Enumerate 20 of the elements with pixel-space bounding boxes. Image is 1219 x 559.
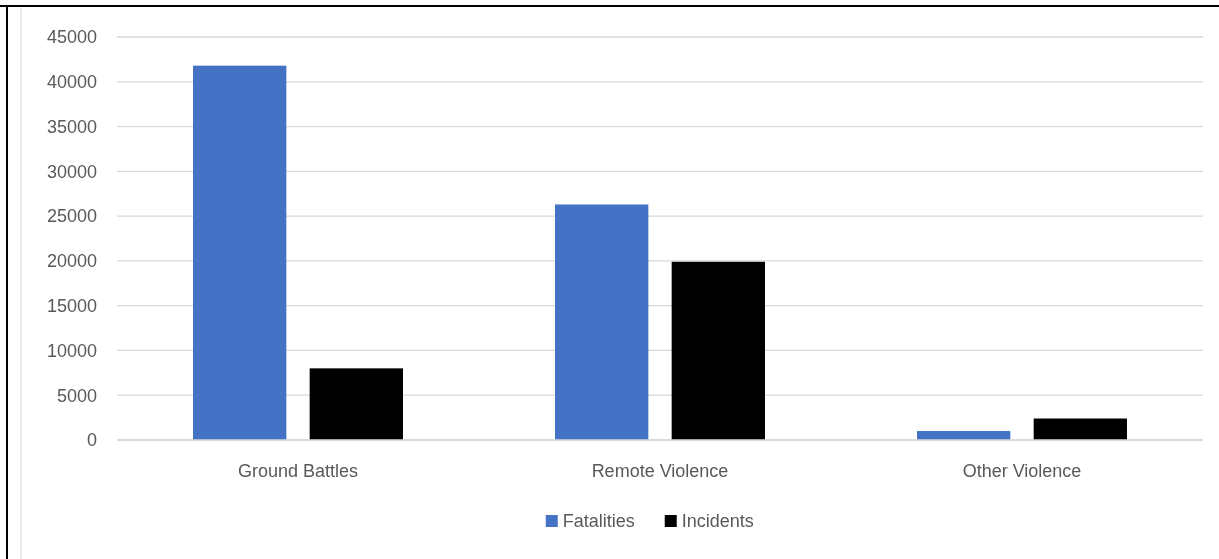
bar [309,368,403,440]
y-tick-label: 25000 [46,206,97,227]
y-tick-label: 40000 [46,72,97,93]
bar [671,261,765,440]
legend-label: Incidents [681,511,754,531]
y-tick-label: 0 [86,430,97,451]
y-tick-label: 35000 [46,116,97,137]
y-tick-label: 10000 [46,340,97,361]
x-tick-label: Other Violence [962,461,1082,481]
y-tick-label: 45000 [46,27,97,48]
y-tick-label: 20000 [46,251,97,272]
bar [1033,418,1127,440]
legend-label: Fatalities [562,511,635,531]
x-tick-label: Remote Violence [591,461,729,481]
x-tick-label: Ground Battles [237,461,359,481]
y-tick-label: 30000 [46,161,97,182]
bar [555,204,649,440]
y-tick-label: 5000 [56,385,97,406]
bar [193,65,287,440]
y-tick-label: 15000 [46,295,97,316]
